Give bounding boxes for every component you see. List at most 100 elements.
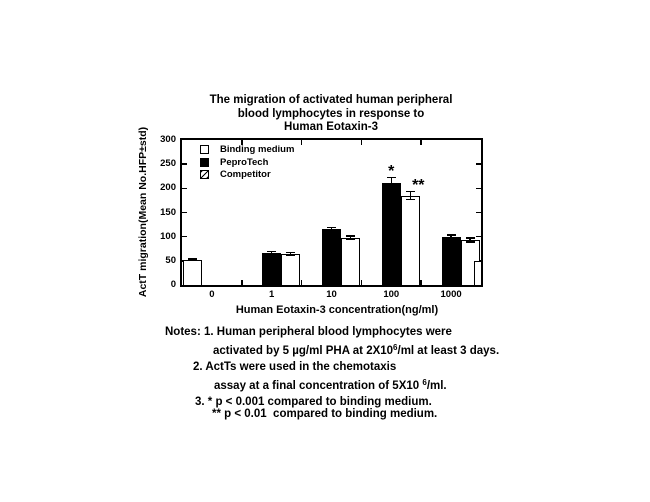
bar-open (183, 259, 203, 285)
y-tick-mark-right (476, 187, 481, 190)
y-tick-mark-right (476, 235, 481, 238)
significance-marker: * (388, 162, 395, 180)
error-bar (446, 234, 456, 240)
error-bar-line (450, 234, 452, 240)
error-bar (346, 235, 355, 241)
legend-item-peprotech: PeproTech (200, 157, 294, 169)
chart-legend: Binding medium PeproTech Competitor (200, 144, 294, 182)
open-bar-swatch-icon (200, 145, 209, 155)
bar-solid (441, 236, 461, 285)
note-line-1: Notes: 1. Human peripheral blood lymphoc… (165, 326, 452, 338)
partial-bar-right-edge (474, 260, 481, 285)
error-bar-cap (188, 259, 198, 262)
y-tick-mark (182, 187, 187, 190)
x-boundary-tick-bottom (300, 280, 303, 285)
y-tick-mark-right (476, 163, 481, 165)
error-bar-cap (267, 253, 277, 255)
error-bar-cap (188, 258, 198, 260)
chart-title-line-3: Human Eotaxin-3 (284, 121, 378, 133)
x-boundary-tick-top (300, 140, 303, 145)
legend-label-peprotech: PeproTech (220, 156, 269, 168)
x-boundary-tick-top (420, 140, 422, 145)
x-tick-label: 0 (209, 289, 215, 300)
note-text: /ml at least 3 days. (397, 345, 500, 357)
x-tick-label: 1000 (440, 289, 462, 300)
note-text: 3. * p < 0.001 compared to binding mediu… (195, 396, 432, 408)
error-bar-line (289, 251, 292, 256)
chart-title: The migration of activated human periphe… (6, 94, 650, 135)
legend-label-binding-medium: Binding medium (220, 144, 295, 155)
x-tick-label: 100 (383, 289, 400, 300)
y-tick-label: 300 (160, 134, 176, 145)
x-boundary-tick-bottom (420, 280, 422, 285)
error-bar-cap (386, 186, 396, 189)
error-bar (267, 250, 277, 255)
bar-hatched (281, 253, 301, 285)
x-tick-label: 10 (326, 289, 337, 300)
y-tick-mark (182, 211, 187, 214)
note-text: assay at a final concentration of 5X10 (214, 380, 423, 392)
plot-frame (180, 138, 483, 287)
error-bar (386, 176, 396, 189)
superscript: 6 (393, 342, 398, 352)
note-line-6: ** p < 0.01 compared to binding medium. (212, 408, 437, 420)
bar-solid (381, 182, 401, 285)
note-line-4: assay at a final concentration of 5X10 6… (214, 377, 447, 393)
x-axis-title: Human Eotaxin-3 concentration(ng/ml) (235, 304, 439, 316)
solid-bar-swatch-icon (200, 157, 209, 167)
chart-title-line-2: blood lymphocytes in response to (237, 107, 425, 120)
note-text: Notes: 1. Human peripheral blood lymphoc… (165, 326, 452, 338)
bar-hatched (341, 237, 360, 285)
y-tick-label: 0 (170, 279, 176, 290)
y-tick-label: 100 (160, 230, 176, 242)
x-boundary-tick-top (360, 140, 363, 145)
y-tick-mark (182, 163, 187, 165)
error-bar-line (469, 237, 471, 243)
x-boundary-tick-bottom (241, 280, 243, 285)
y-tick-label: 150 (160, 206, 176, 218)
error-bar-cap (446, 234, 456, 236)
error-bar-cap (286, 254, 296, 256)
legend-item-binding-medium: Binding medium (200, 144, 294, 156)
y-tick-mark (182, 235, 187, 238)
note-text: ** p < 0.01 compared to binding medium. (212, 408, 438, 420)
error-bar (188, 258, 198, 262)
error-bar-line (349, 235, 352, 241)
note-line-2: activated by 5 µg/ml PHA at 2X106/ml at … (213, 342, 500, 358)
bar-solid (322, 229, 341, 285)
error-bar-cap (465, 237, 475, 239)
note-line-3: 2. ActTs were used in the chemotaxis (193, 361, 396, 373)
superscript: 6 (422, 377, 427, 387)
error-bar-line (330, 226, 333, 233)
error-bar-line (390, 176, 393, 189)
y-tick-label: 250 (160, 158, 176, 170)
plot-area: Binding medium PeproTech Competitor 0 50 1… (160, 135, 481, 300)
y-tick-mark-right (476, 211, 481, 214)
error-bar-cap (286, 251, 296, 254)
error-bar-cap (386, 176, 396, 179)
note-line-5: 3. * p < 0.001 compared to binding mediu… (195, 396, 432, 408)
error-bar (405, 190, 415, 201)
note-text: 2. ActTs were used in the chemotaxis (193, 361, 397, 373)
x-boundary-tick-top (241, 140, 243, 145)
error-bar-cap (327, 230, 336, 233)
error-bar-cap (465, 241, 475, 243)
x-tick-label: 1 (269, 289, 275, 300)
error-bar (327, 226, 336, 233)
bar-hatched (400, 195, 420, 285)
error-bar (286, 251, 296, 256)
note-text: activated by 5 µg/ml PHA at 2X10 (213, 345, 394, 357)
note-text: /ml. (426, 380, 447, 392)
hatched-bar-swatch-icon (200, 170, 209, 180)
legend-label-competitor: Competitor (220, 169, 271, 180)
x-boundary-tick-bottom (360, 280, 363, 285)
error-bar-cap (405, 198, 415, 201)
error-bar-line (409, 190, 412, 201)
significance-marker: ** (412, 176, 425, 194)
error-bar-cap (327, 226, 336, 229)
chart-title-line-1: The migration of activated human periphe… (209, 94, 453, 106)
error-bar-cap (346, 235, 355, 237)
error-bar-cap (405, 190, 415, 193)
error-bar-cap (346, 238, 355, 241)
